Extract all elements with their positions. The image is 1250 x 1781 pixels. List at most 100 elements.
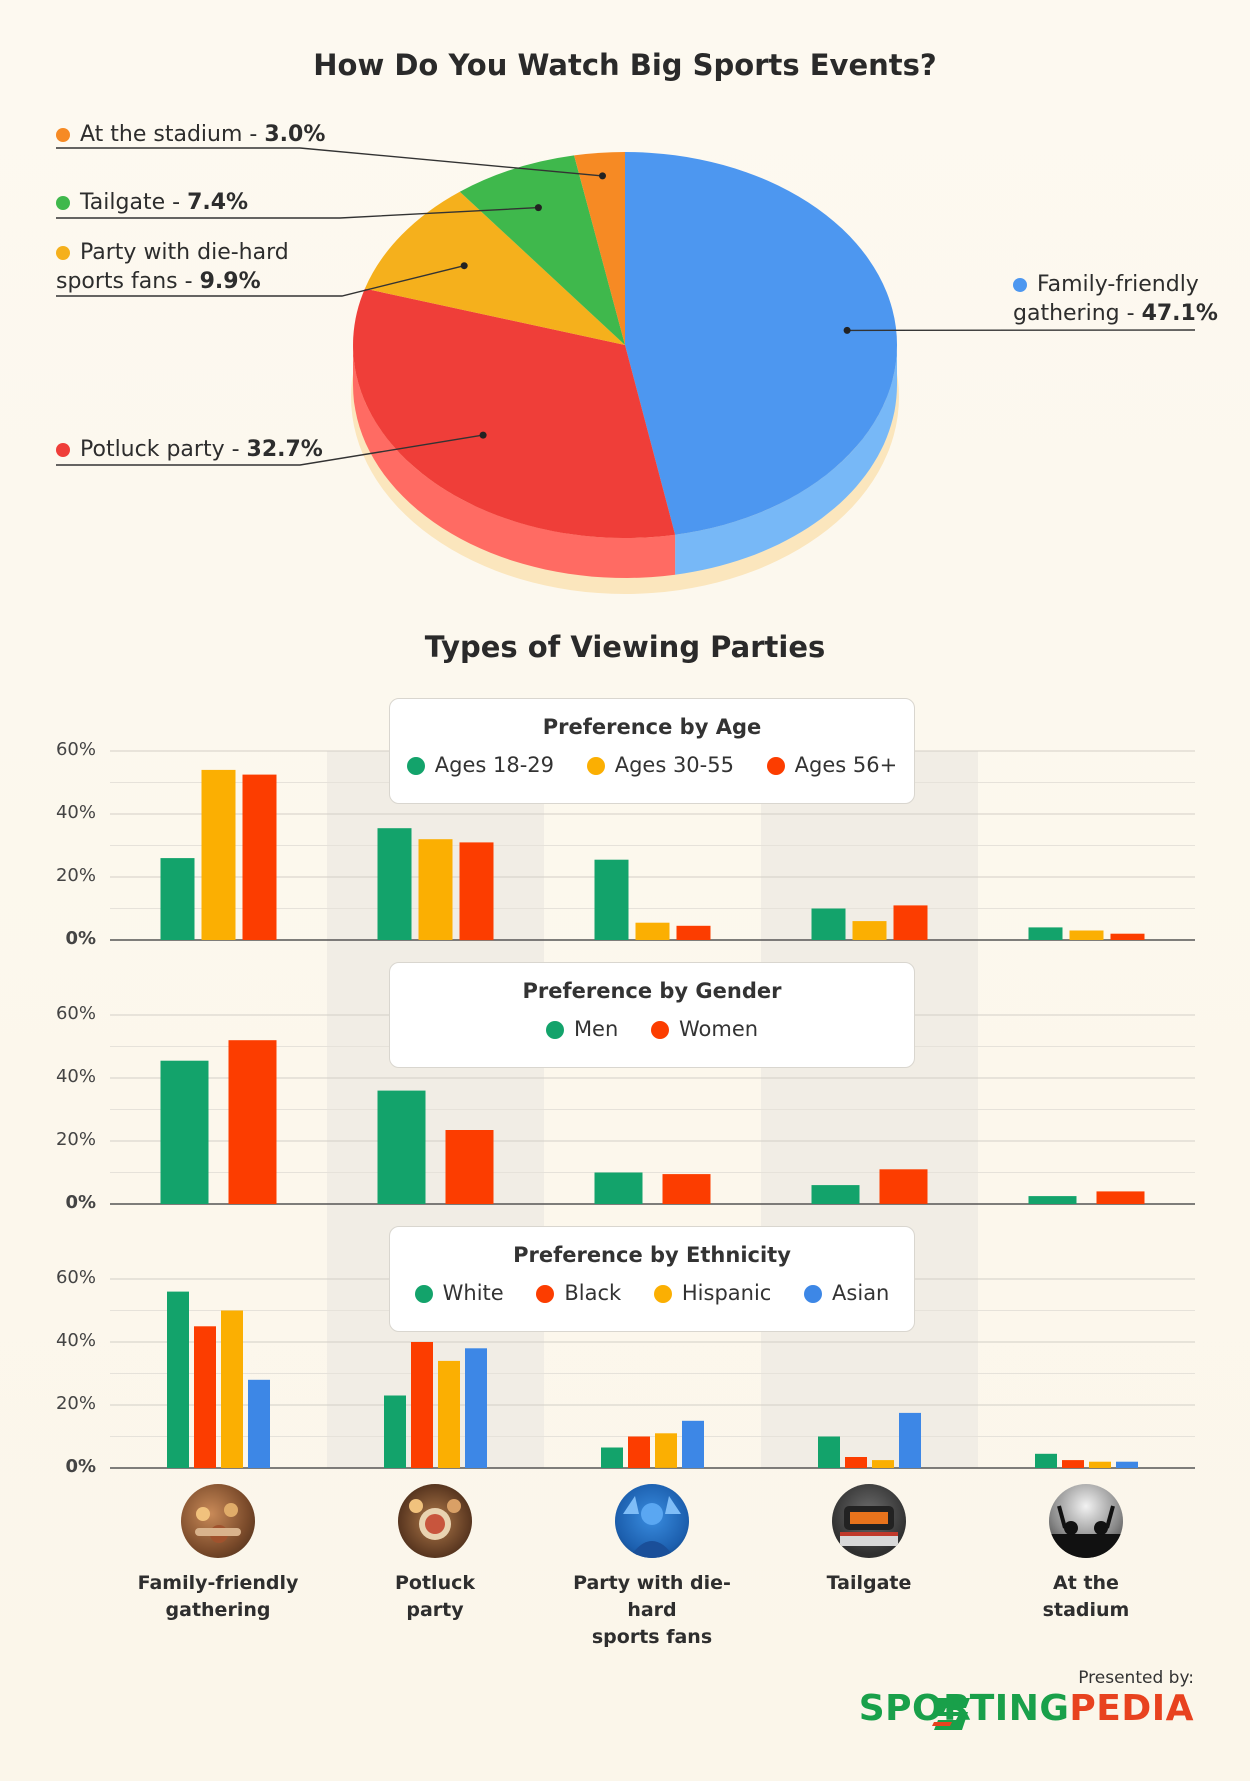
brand-name: SPORTINGPEDIA xyxy=(859,1688,1194,1729)
bar-1-1-1 xyxy=(445,1130,494,1204)
pie-label-value: 3.0% xyxy=(264,122,326,147)
y-tick-label: 40% xyxy=(55,1330,96,1351)
bar-0-3-2 xyxy=(893,905,928,940)
bar-0-2-1 xyxy=(635,922,670,940)
y-tick-label: 40% xyxy=(55,802,96,823)
bar-2-0-2 xyxy=(221,1310,243,1468)
bar-0-1-2 xyxy=(459,842,494,941)
legend-dot-icon xyxy=(56,128,70,142)
sports-fans-icon xyxy=(615,1484,689,1558)
pie-label-party-with-die-hard-fans: Party with die-hard sports fans - 9.9% xyxy=(56,240,289,294)
legend-age: Preference by Age Ages 18-29 Ages 30-55 … xyxy=(389,698,915,804)
category-label: Tailgate xyxy=(826,1572,912,1594)
y-tick-label: 60% xyxy=(55,1267,96,1288)
bar-2-2-2 xyxy=(655,1433,677,1468)
pie-label-name: Tailgate xyxy=(80,190,166,215)
legend-dot-icon xyxy=(650,1021,669,1039)
pie-side-1 xyxy=(353,345,676,578)
bar-2-4-0 xyxy=(1035,1453,1057,1468)
pie-leader-dot xyxy=(479,431,487,439)
y-tick-label: 0% xyxy=(65,928,96,949)
pie-label-value: 32.7% xyxy=(246,437,323,462)
legend-title: Preference by Gender xyxy=(522,979,782,1003)
bar-0-3-1 xyxy=(852,921,887,940)
category-label: Potluck party xyxy=(395,1572,475,1621)
bar-0-2-2 xyxy=(676,925,711,940)
bar-2-1-1 xyxy=(411,1342,433,1468)
y-tick-label: 0% xyxy=(65,1456,96,1477)
bar-1-3-0 xyxy=(811,1185,860,1204)
legend-dot-icon xyxy=(56,443,70,457)
bar-1-3-1 xyxy=(879,1169,928,1204)
pie-slice-2 xyxy=(364,191,625,345)
category-family-friendly: Family-friendly gathering xyxy=(118,1484,318,1624)
category-label: At the stadium xyxy=(1042,1572,1130,1621)
pie-leader-line xyxy=(56,147,603,177)
category-potluck: Potluck party xyxy=(335,1484,535,1624)
pie-leader-dot xyxy=(460,262,468,270)
bar-0-1-0 xyxy=(377,828,412,940)
brand-part-2: PEDIA xyxy=(1069,1688,1194,1729)
category-tailgate: Tailgate xyxy=(769,1484,969,1597)
pie-leader-line xyxy=(56,265,465,297)
bar-1-1-0 xyxy=(377,1090,426,1204)
legend-dot-icon xyxy=(653,1285,672,1303)
bar-2-2-1 xyxy=(628,1436,650,1468)
pie-label-family-friendly: Family-friendly gathering - 47.1% xyxy=(1013,272,1218,326)
category-label: Party with die-hard sports fans xyxy=(573,1572,731,1648)
bar-2-0-0 xyxy=(167,1291,189,1468)
pie-label-name-line2: gathering xyxy=(1013,301,1120,326)
legend-dot-icon xyxy=(414,1285,433,1303)
legend-dot-icon xyxy=(406,757,425,775)
legend-title: Preference by Ethnicity xyxy=(513,1243,791,1267)
legend-dot-icon xyxy=(545,1021,564,1039)
y-tick-label: 40% xyxy=(55,1066,96,1087)
family-gathering-icon xyxy=(181,1484,255,1558)
bar-2-0-1 xyxy=(194,1326,216,1469)
bar-0-4-0 xyxy=(1028,927,1063,940)
bar-2-3-3 xyxy=(899,1412,921,1468)
tailgate-icon xyxy=(832,1484,906,1558)
pie-side-0 xyxy=(675,345,897,575)
bar-0-0-0 xyxy=(160,858,195,940)
legend-label: Ages 18-29 xyxy=(434,753,555,777)
legend-items: White Black Hispanic Asian xyxy=(390,1281,914,1305)
bar-2-3-2 xyxy=(872,1460,894,1468)
bar-2-3-1 xyxy=(845,1457,867,1468)
pie-leader-dot xyxy=(599,172,606,180)
y-tick-label: 60% xyxy=(55,739,96,760)
legend-item: Women xyxy=(650,1017,758,1041)
bar-1-4-0 xyxy=(1028,1196,1077,1204)
presented-by-text: Presented by: xyxy=(1078,1668,1194,1688)
bar-section-title: Types of Viewing Parties xyxy=(424,630,826,664)
bar-2-0-3 xyxy=(248,1379,270,1468)
pie-label-name: Family-friendly xyxy=(1037,272,1199,297)
pie-label-value: 47.1% xyxy=(1141,301,1218,326)
pie-label-name: Party with die-hard xyxy=(80,240,289,265)
legend-dot-icon xyxy=(536,1285,555,1303)
bar-0-3-0 xyxy=(811,908,846,940)
bar-0-4-1 xyxy=(1069,930,1104,940)
pie-label-name-line2: sports fans xyxy=(56,269,178,294)
legend-gender: Preference by Gender Men Women xyxy=(389,962,915,1068)
legend-items: Ages 18-29 Ages 30-55 Ages 56+ xyxy=(390,753,914,777)
bar-2-4-3 xyxy=(1116,1461,1138,1468)
y-tick-label: 0% xyxy=(65,1192,96,1213)
bar-2-2-3 xyxy=(682,1420,704,1469)
legend-item: Ages 56+ xyxy=(766,753,898,777)
bar-0-2-0 xyxy=(594,859,629,940)
legend-item: Asian xyxy=(804,1281,889,1305)
legend-dot-icon xyxy=(804,1285,823,1303)
legend-dot-icon xyxy=(1013,278,1027,292)
pie-slice-1 xyxy=(353,288,676,538)
legend-label: Ages 56+ xyxy=(794,753,898,777)
stadium-icon xyxy=(1049,1484,1123,1558)
legend-dot-icon xyxy=(586,757,605,775)
legend-item: Black xyxy=(536,1281,621,1305)
legend-dot-icon xyxy=(56,246,70,260)
y-tick-label: 20% xyxy=(55,865,96,886)
bar-2-4-2 xyxy=(1089,1461,1111,1468)
legend-label: Men xyxy=(573,1017,619,1041)
